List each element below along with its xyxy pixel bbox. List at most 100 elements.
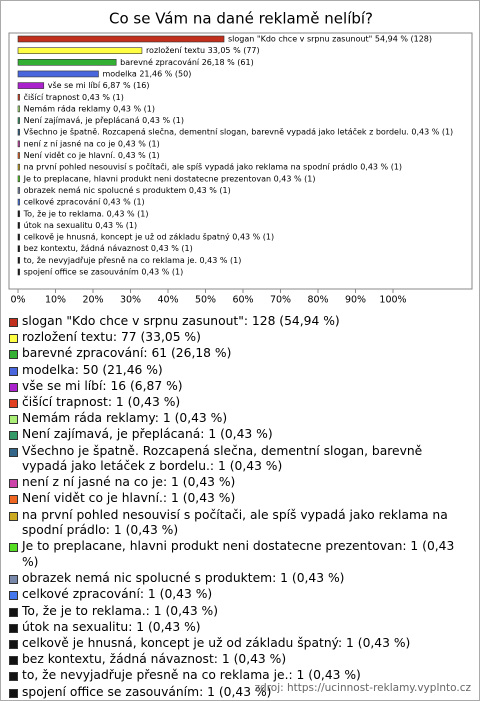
legend-item: obrazek nemá nic spolucné s produktem: 1…	[9, 571, 471, 587]
legend-item: barevné zpracování: 61 (26,18 %)	[9, 346, 471, 362]
bar	[17, 128, 20, 136]
bar-label: modelka 21,46 % (50)	[102, 69, 191, 78]
bar	[17, 105, 20, 113]
bar	[17, 210, 20, 218]
chart-title: Co se Vám na dané reklamě nelíbí?	[109, 10, 373, 28]
legend-swatch	[9, 350, 18, 360]
legend-label: na první pohled nesouvisí s počítači, al…	[22, 507, 448, 538]
bar	[17, 163, 20, 171]
bar-label: Nemám ráda reklamy 0,43 % (1)	[24, 104, 155, 113]
legend-label: To, že je to reklama.: 1 (0,43 %)	[22, 603, 219, 618]
legend-swatch	[9, 639, 18, 649]
bar	[17, 268, 20, 276]
legend-label: čišící trapnost: 1 (0,43 %)	[22, 394, 181, 409]
legend-label: spojení office se zasouváním: 1 (0,43 %)	[22, 684, 272, 699]
bar-label: obrazek nemá nic spolucné s produktem 0,…	[24, 185, 231, 195]
legend-item: na první pohled nesouvisí s počítači, al…	[9, 508, 471, 539]
legend-item: Všechno je špatně. Rozcapená slečna, dem…	[9, 444, 471, 475]
legend-label: vše se mi líbí: 16 (6,87 %)	[22, 378, 183, 393]
legend-swatch	[9, 479, 18, 489]
legend-label: obrazek nemá nic spolucné s produktem: 1…	[22, 571, 345, 586]
bar-label: rozložení textu 33,05 % (77)	[146, 46, 260, 55]
legend-label: Všechno je špatně. Rozcapená slečna, dem…	[22, 443, 423, 474]
legend-label: Není zajímavá, je přeplácaná: 1 (0,43 %)	[22, 427, 273, 442]
legend-label: Není vidět co je hlavní.: 1 (0,43 %)	[22, 491, 236, 506]
legend-swatch	[9, 575, 18, 585]
bar	[17, 140, 20, 148]
bar	[17, 175, 20, 183]
x-tick-label: 100%	[379, 295, 406, 306]
bar	[17, 70, 99, 78]
legend-item: modelka: 50 (21,46 %)	[9, 363, 471, 379]
x-tick-label: 60%	[232, 295, 253, 306]
legend-label: rozložení textu: 77 (33,05 %)	[22, 330, 201, 345]
legend-swatch	[9, 318, 18, 327]
legend-item: to, že nevyjadřuje přesně na co reklama …	[9, 668, 471, 684]
bar	[17, 187, 20, 194]
x-tick-label: 50%	[195, 295, 216, 306]
bar-label: slogan "Kdo chce v srpnu zasunout" 54,94…	[228, 35, 432, 44]
bar	[17, 152, 20, 159]
bar-label: čišící trapnost 0,43 % (1)	[24, 92, 124, 102]
legend-swatch	[9, 511, 18, 521]
bar-label: Všechno je špatně. Rozcapená slečna, dem…	[24, 127, 454, 137]
legend-item: celkové zpracování: 1 (0,43 %)	[9, 587, 471, 603]
bar-label: celkově je hnusná, koncept je už od zákl…	[24, 232, 275, 242]
x-tick-label: 80%	[307, 295, 328, 306]
legend-swatch	[9, 382, 18, 392]
legend-label: celkové zpracování: 1 (0,43 %)	[22, 587, 213, 602]
legend-item: čišící trapnost: 1 (0,43 %)	[9, 395, 471, 411]
bar	[17, 93, 20, 101]
legend-swatch	[9, 672, 18, 682]
legend-swatch	[9, 334, 18, 344]
legend-item: slogan "Kdo chce v srpnu zasunout": 128 …	[9, 314, 471, 330]
source: zdroj: https://ucinnost-reklamy.vyplnto.…	[254, 682, 471, 694]
bar-label: celkové zpracování 0,43 % (1)	[24, 197, 145, 207]
x-tick-label: 30%	[120, 295, 141, 306]
legend-swatch	[9, 543, 18, 553]
bar-label: vše se mi líbí 6,87 % (16)	[48, 80, 150, 90]
bar	[17, 198, 20, 206]
bar-label: Není zajímavá, je přeplácaná 0,43 % (1)	[24, 116, 184, 125]
legend-item: bez kontextu, žádná návaznost: 1 (0,43 %…	[9, 652, 471, 668]
legend-swatch	[9, 495, 18, 505]
legend-item: Nemám ráda reklamy: 1 (0,43 %)	[9, 411, 471, 427]
x-tick-label: 70%	[270, 295, 291, 306]
legend-swatch	[9, 447, 18, 457]
legend-swatch	[9, 688, 18, 698]
legend-swatch	[9, 366, 18, 376]
bar	[17, 47, 143, 54]
bar	[17, 233, 20, 241]
legend-item: rozložení textu: 77 (33,05 %)	[9, 330, 471, 346]
legend-label: barevné zpracování: 61 (26,18 %)	[22, 346, 232, 361]
bar-label: Je to preplacane, hlavni produkt neni do…	[23, 174, 316, 183]
legend-item: útok na sexualitu: 1 (0,43 %)	[9, 620, 471, 636]
legend-label: slogan "Kdo chce v srpnu zasunout": 128 …	[22, 314, 340, 328]
x-tick-label: 90%	[345, 295, 366, 306]
bar-label: bez kontextu, žádná návaznost 0,43 % (1)	[24, 244, 193, 253]
legend-swatch	[9, 656, 18, 666]
bar-label: to, že nevyjadřuje přesně na co reklama …	[24, 256, 242, 265]
bar	[17, 35, 225, 43]
bar-label: útok na sexualitu 0,43 % (1)	[24, 221, 137, 230]
legend-item: Je to preplacane, hlavni produkt neni do…	[9, 539, 471, 570]
legend-swatch	[9, 415, 18, 425]
legend-label: není z ní jasné na co je: 1 (0,43 %)	[22, 475, 236, 490]
x-tick-label: 0%	[10, 295, 25, 306]
bar-label: To, že je to reklama. 0,43 % (1)	[23, 209, 149, 218]
legend-item: vše se mi líbí: 16 (6,87 %)	[9, 379, 471, 395]
bar	[17, 222, 20, 229]
legend-label: útok na sexualitu: 1 (0,43 %)	[22, 619, 201, 634]
legend-item: Není vidět co je hlavní.: 1 (0,43 %)	[9, 491, 471, 507]
legend-label: celkově je hnusná, koncept je už od zákl…	[22, 635, 411, 650]
legend-swatch	[9, 623, 18, 633]
bar	[17, 58, 117, 66]
bar	[17, 117, 20, 124]
bar-label: není z ní jasné na co je 0,43 % (1)	[24, 138, 160, 148]
legend-item: není z ní jasné na co je: 1 (0,43 %)	[9, 475, 471, 491]
x-tick-label: 20%	[82, 295, 103, 306]
x-tick-label: 40%	[157, 295, 178, 306]
legend-swatch	[9, 591, 18, 601]
bar-label: Není vidět co je hlavní. 0,43 % (1)	[24, 151, 160, 160]
